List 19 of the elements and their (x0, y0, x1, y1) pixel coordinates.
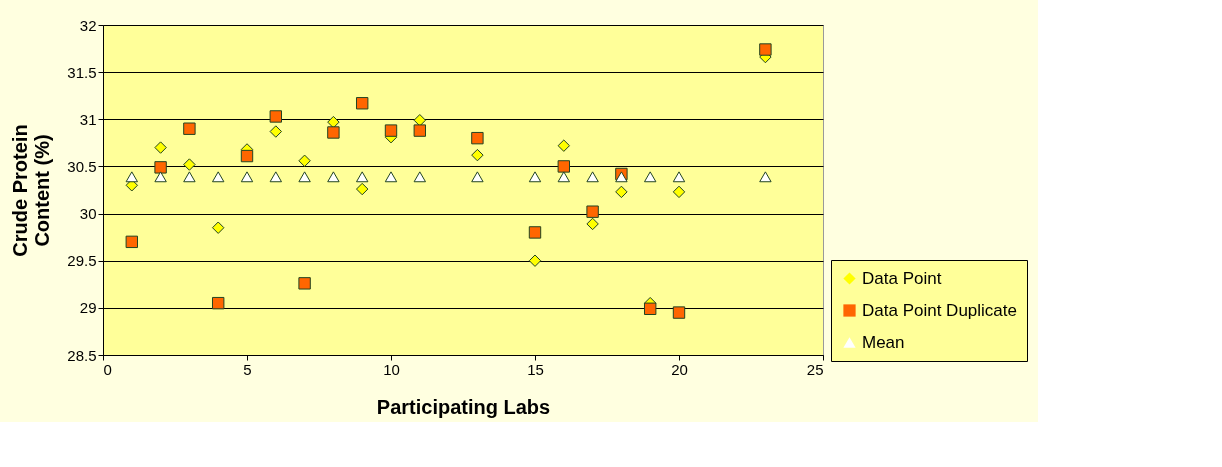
y-tick-label: 32 (79, 16, 97, 34)
x-axis-title: Participating Labs (376, 395, 551, 418)
x-tick-label: 25 (806, 360, 824, 378)
x-tick-label: 20 (671, 360, 688, 378)
x-tick-label: 10 (383, 360, 400, 378)
y-tick-label: 30.5 (67, 157, 97, 175)
y-tick-label: 29 (79, 299, 97, 317)
x-tick-label: 0 (103, 360, 112, 378)
legend-label: Data Point Duplicate (862, 300, 1017, 320)
legend-label: Mean (862, 332, 905, 352)
y-tick-label: 31 (79, 110, 97, 128)
y-tick-label: 29.5 (67, 252, 97, 270)
y-axis-title: Crude Protein Content (%) (9, 124, 54, 257)
y-tick-label: 31.5 (67, 63, 97, 81)
x-tick-label: 15 (527, 360, 544, 378)
y-tick-label: 28.5 (67, 346, 97, 364)
legend-label: Data Point (862, 268, 942, 288)
x-tick-label: 5 (243, 360, 252, 378)
y-tick-label: 30 (79, 205, 97, 223)
